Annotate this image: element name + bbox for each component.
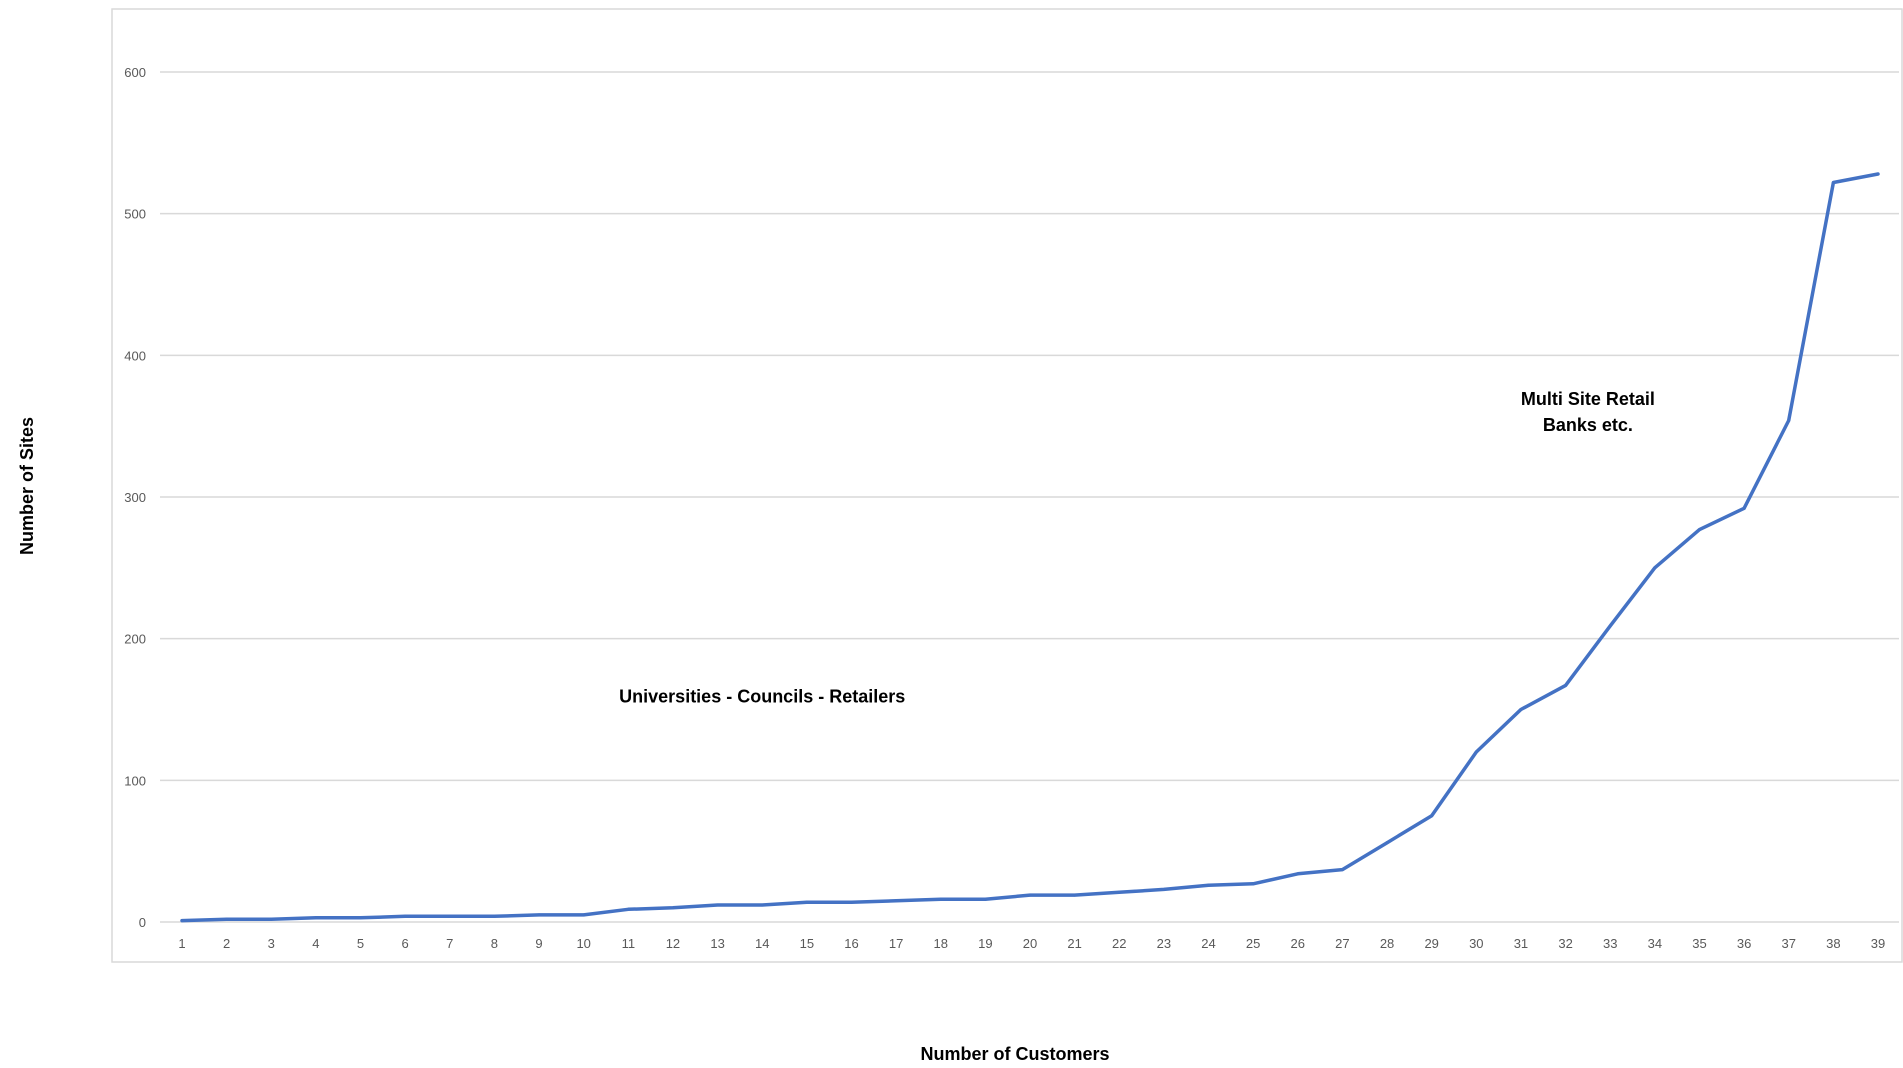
data-point — [671, 906, 675, 910]
x-tick-label: 30 — [1469, 936, 1483, 951]
x-tick-label: 8 — [491, 936, 498, 951]
data-point — [1296, 872, 1300, 876]
data-point — [1697, 528, 1701, 532]
x-tick-label: 13 — [710, 936, 724, 951]
data-point — [269, 917, 273, 921]
x-tick-label: 2 — [223, 936, 230, 951]
x-tick-label: 28 — [1380, 936, 1394, 951]
gridlines — [160, 71, 1899, 923]
y-tick-label: 600 — [124, 65, 146, 80]
data-point — [626, 907, 630, 911]
y-tick-label: 200 — [124, 632, 146, 647]
x-tick-label: 20 — [1023, 936, 1037, 951]
x-tick-label: 6 — [402, 936, 409, 951]
x-tick-label: 15 — [800, 936, 814, 951]
x-tick-label: 1 — [178, 936, 185, 951]
x-tick-label: 35 — [1692, 936, 1706, 951]
annotation-label: Universities - Councils - Retailers — [619, 686, 905, 706]
data-point — [1831, 181, 1835, 184]
x-tick-label: 25 — [1246, 936, 1260, 951]
x-tick-label: 7 — [446, 936, 453, 951]
y-tick-label: 500 — [124, 207, 146, 222]
data-point — [805, 900, 809, 904]
y-tick-label: 400 — [124, 348, 146, 363]
data-point — [448, 914, 452, 918]
y-tick-label: 300 — [124, 490, 146, 505]
x-tick-label: 23 — [1157, 936, 1171, 951]
x-axis-ticks: 1 2 3 4 5 6 7 8 9 10 11 12 13 14 15 16 17 18 19 20 21 22 23 24 2… — [178, 936, 1885, 951]
data-point — [314, 916, 318, 920]
x-tick-label: 3 — [268, 936, 275, 951]
x-tick-label: 29 — [1424, 936, 1438, 951]
annotations: Universities - Councils - Retailers Multi… — [619, 389, 1655, 707]
x-tick-label: 4 — [312, 936, 319, 951]
x-tick-label: 26 — [1291, 936, 1305, 951]
x-tick-label: 31 — [1514, 936, 1528, 951]
data-point — [939, 897, 943, 901]
x-tick-label: 19 — [978, 936, 992, 951]
data-point — [1787, 419, 1791, 422]
data-point — [1073, 893, 1077, 897]
x-tick-label: 9 — [535, 936, 542, 951]
data-point — [1876, 172, 1880, 176]
x-tick-label: 5 — [357, 936, 364, 951]
x-tick-label: 10 — [576, 936, 590, 951]
x-tick-label: 18 — [934, 936, 948, 951]
x-tick-label: 22 — [1112, 936, 1126, 951]
data-point — [1430, 814, 1434, 818]
x-tick-label: 21 — [1067, 936, 1081, 951]
x-tick-label: 12 — [666, 936, 680, 951]
y-tick-label: 0 — [139, 915, 146, 930]
data-point — [1251, 882, 1255, 886]
y-axis-title: Number of Sites — [17, 417, 37, 555]
data-point — [582, 913, 586, 917]
data-point — [1117, 890, 1121, 894]
x-tick-label: 16 — [844, 936, 858, 951]
x-tick-label: 27 — [1335, 936, 1349, 951]
data-point — [1608, 624, 1612, 628]
data-point — [1340, 868, 1344, 872]
chart-area-border — [111, 8, 1903, 963]
series-layer — [180, 172, 1880, 923]
x-tick-label: 11 — [622, 936, 636, 951]
data-point — [1385, 841, 1389, 845]
data-point — [1028, 893, 1032, 897]
data-point — [1474, 750, 1478, 754]
x-tick-label: 33 — [1603, 936, 1617, 951]
data-point — [716, 903, 720, 907]
data-point — [1207, 883, 1211, 887]
x-tick-label: 17 — [889, 936, 903, 951]
data-point — [1162, 887, 1166, 891]
x-tick-label: 34 — [1648, 936, 1662, 951]
y-tick-label: 100 — [124, 773, 146, 788]
data-point — [1564, 683, 1568, 687]
x-tick-label: 36 — [1737, 936, 1751, 951]
data-point — [760, 903, 764, 907]
data-point — [1519, 708, 1523, 711]
data-point — [894, 899, 898, 903]
x-tick-label: 37 — [1782, 936, 1796, 951]
y-axis-ticks: 0 100 200 300 400 500 600 — [124, 65, 146, 930]
annotation-label: Multi Site Retail Banks etc. — [1521, 389, 1655, 435]
data-point — [359, 916, 363, 920]
data-point — [537, 913, 541, 917]
x-tick-label: 32 — [1558, 936, 1572, 951]
data-point — [403, 914, 407, 918]
x-tick-label: 14 — [755, 936, 769, 951]
data-point — [225, 917, 229, 921]
x-tick-label: 38 — [1826, 936, 1840, 951]
data-point — [849, 900, 853, 904]
data-point — [1742, 506, 1746, 510]
data-point — [492, 914, 496, 918]
data-point — [983, 897, 987, 901]
data-point — [180, 919, 184, 923]
x-axis-title: Number of Customers — [920, 1044, 1109, 1064]
x-tick-label: 39 — [1871, 936, 1885, 951]
data-point — [1653, 566, 1657, 570]
x-tick-label: 24 — [1201, 936, 1215, 951]
